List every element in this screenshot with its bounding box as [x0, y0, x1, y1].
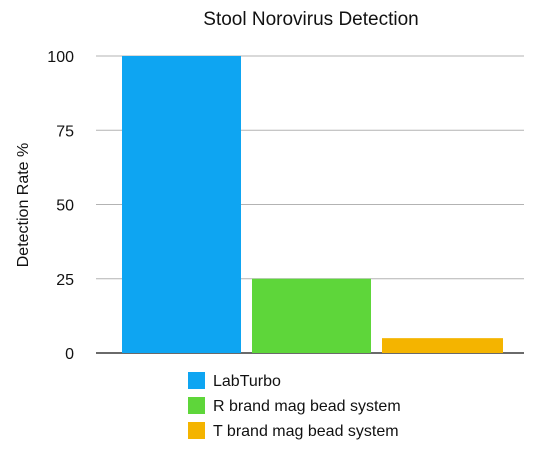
legend-label-1: LabTurbo: [213, 373, 281, 390]
bars: [122, 56, 503, 353]
legend-label-2: R brand mag bead system: [213, 398, 401, 415]
legend-swatch-1: [188, 372, 205, 389]
y-tick-label-75: 75: [56, 123, 74, 140]
y-axis-label: Detection Rate %: [15, 143, 32, 268]
bar-r-brand-mag-bead-system: [252, 278, 371, 353]
y-axis-ticks: 0 25 50 75 100: [47, 49, 74, 363]
y-tick-label-100: 100: [47, 49, 74, 66]
chart-title: Stool Norovirus Detection: [203, 9, 418, 30]
bar-t-brand-mag-bead-system: [382, 338, 503, 353]
y-tick-label-50: 50: [56, 198, 74, 215]
legend: LabTurbo R brand mag bead system T brand m…: [188, 372, 401, 440]
legend-swatch-3: [188, 422, 205, 439]
y-tick-label-25: 25: [56, 272, 74, 289]
legend-swatch-2: [188, 397, 205, 414]
y-tick-label-0: 0: [65, 346, 74, 363]
bar-labturbo: [122, 56, 241, 353]
legend-label-3: T brand mag bead system: [213, 423, 399, 440]
